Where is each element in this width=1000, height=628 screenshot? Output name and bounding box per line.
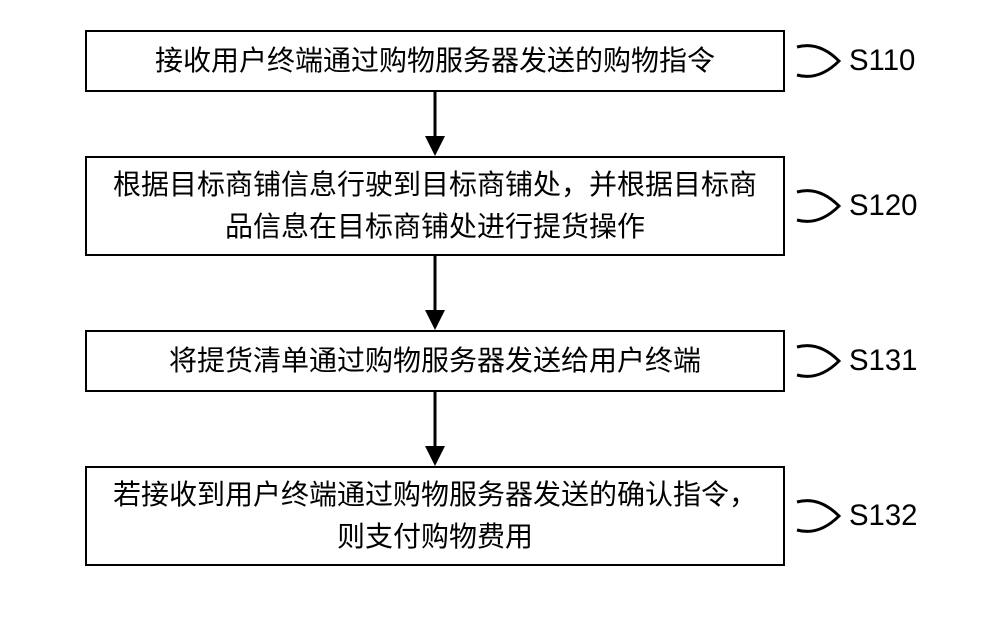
connector-s110: S110 [795, 41, 915, 81]
arrow-down-icon [420, 392, 450, 466]
curve-icon [795, 496, 843, 536]
step-row: 若接收到用户终端通过购物服务器发送的确认指令，则支付购物费用 S132 [0, 466, 1000, 566]
curve-icon [795, 186, 843, 226]
connector-s131: S131 [795, 341, 915, 381]
arrow-s120-s131 [0, 256, 1000, 330]
step-box-s110: 接收用户终端通过购物服务器发送的购物指令 [85, 30, 785, 92]
step-text: 接收用户终端通过购物服务器发送的购物指令 [155, 40, 715, 82]
step-label: S110 [849, 44, 915, 78]
arrow-down-icon [420, 92, 450, 156]
arrow-s110-s120 [0, 92, 1000, 156]
curve-icon [795, 41, 843, 81]
step-label: S120 [849, 189, 918, 223]
curve-icon [795, 341, 843, 381]
step-text: 若接收到用户终端通过购物服务器发送的确认指令，则支付购物费用 [107, 474, 763, 558]
step-label: S132 [849, 499, 918, 533]
step-box-s120: 根据目标商铺信息行驶到目标商铺处，并根据目标商品信息在目标商铺处进行提货操作 [85, 156, 785, 256]
step-label: S131 [849, 344, 918, 378]
connector-s132: S132 [795, 496, 915, 536]
step-row: 接收用户终端通过购物服务器发送的购物指令 S110 [0, 30, 1000, 92]
step-box-s131: 将提货清单通过购物服务器发送给用户终端 [85, 330, 785, 392]
arrow-s131-s132 [0, 392, 1000, 466]
connector-s120: S120 [795, 186, 915, 226]
arrow-down-icon [420, 256, 450, 330]
step-row: 根据目标商铺信息行驶到目标商铺处，并根据目标商品信息在目标商铺处进行提货操作 S… [0, 156, 1000, 256]
step-box-s132: 若接收到用户终端通过购物服务器发送的确认指令，则支付购物费用 [85, 466, 785, 566]
step-row: 将提货清单通过购物服务器发送给用户终端 S131 [0, 330, 1000, 392]
step-text: 将提货清单通过购物服务器发送给用户终端 [169, 340, 701, 382]
step-text: 根据目标商铺信息行驶到目标商铺处，并根据目标商品信息在目标商铺处进行提货操作 [107, 164, 763, 248]
